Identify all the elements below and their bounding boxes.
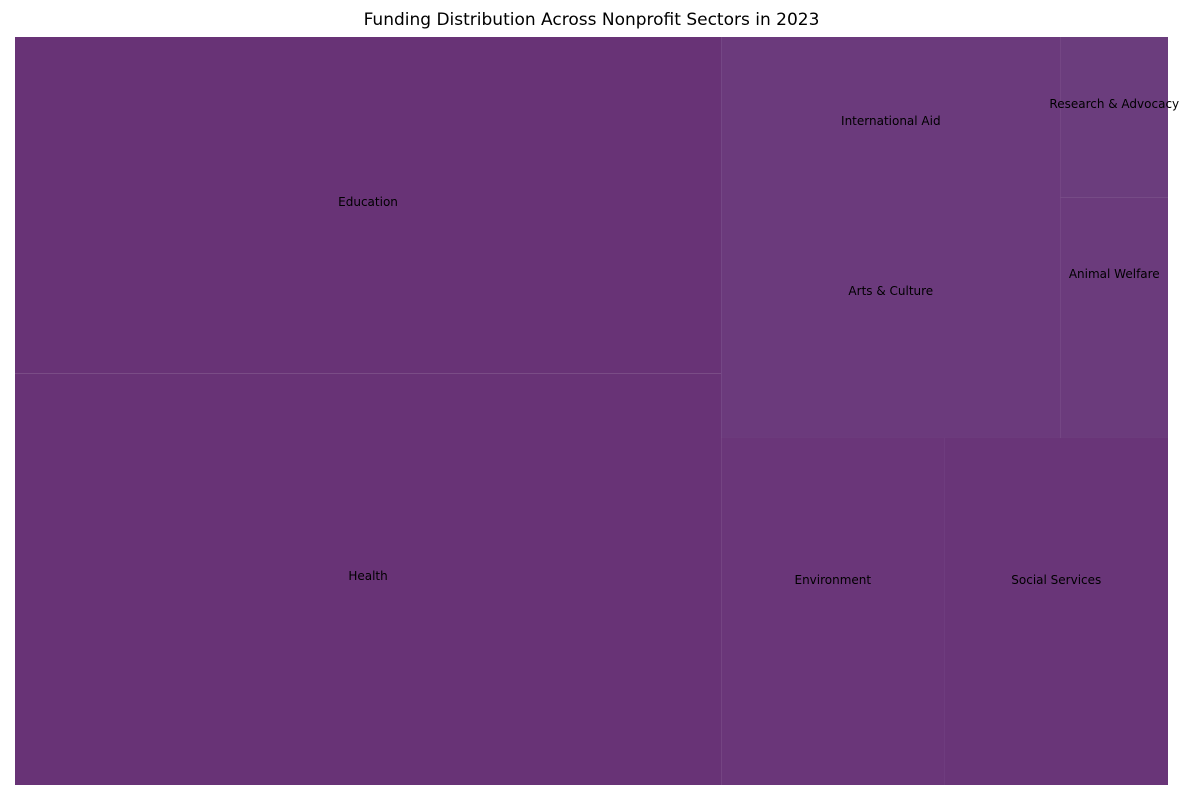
tile-label-animal-welfare: Animal Welfare [1069, 267, 1160, 281]
tile-label-environment: Environment [794, 573, 871, 587]
tile-label-social-services: Social Services [1011, 573, 1101, 587]
tile-research-advocacy [1060, 37, 1168, 198]
tile-education [15, 37, 722, 374]
tile-label-arts-culture: Arts & Culture [848, 284, 933, 298]
chart-title: Funding Distribution Across Nonprofit Se… [363, 10, 820, 30]
tile-arts-culture [721, 237, 1061, 438]
tile-label-health: Health [348, 569, 387, 583]
tile-animal-welfare [1060, 197, 1168, 438]
tile-health [15, 373, 722, 785]
tile-label-research-advocacy: Research & Advocacy [1049, 97, 1179, 111]
tile-environment [721, 437, 945, 785]
tile-label-education: Education [338, 195, 398, 209]
tile-international-aid [721, 37, 1061, 238]
tile-label-international-aid: International Aid [841, 114, 941, 128]
tile-social-services [944, 437, 1168, 785]
